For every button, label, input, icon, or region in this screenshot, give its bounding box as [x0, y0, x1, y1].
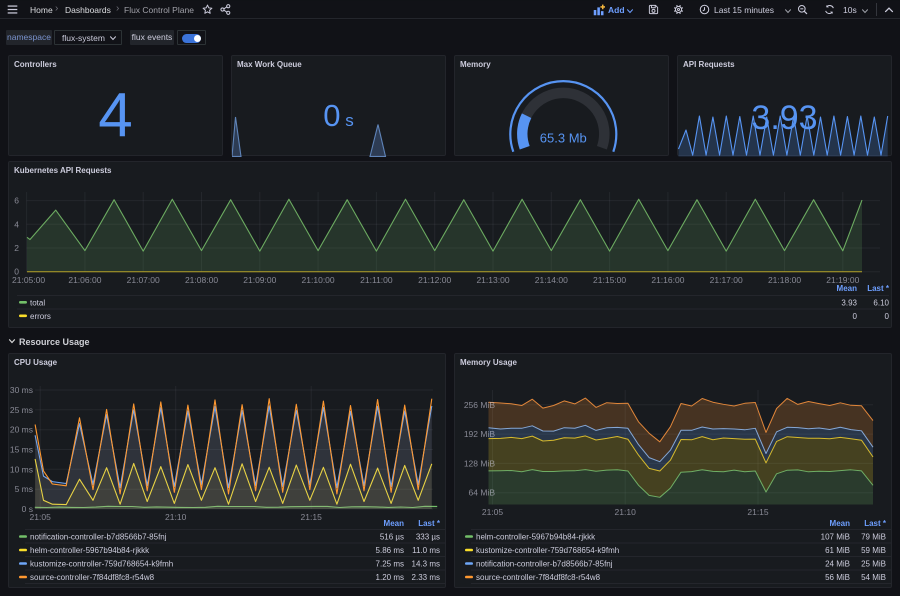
- svg-text:Last *: Last *: [418, 519, 441, 528]
- svg-text:0: 0: [853, 312, 858, 321]
- svg-text:21:15: 21:15: [747, 507, 769, 517]
- svg-text:21:10:00: 21:10:00: [302, 275, 335, 285]
- svg-text:21:06:00: 21:06:00: [68, 275, 101, 285]
- svg-text:56 MiB: 56 MiB: [825, 573, 850, 582]
- svg-text:21:15: 21:15: [301, 512, 323, 522]
- svg-text:59 MiB: 59 MiB: [861, 546, 886, 555]
- svg-text:2: 2: [14, 243, 19, 253]
- svg-text:21:07:00: 21:07:00: [127, 275, 160, 285]
- svg-text:21:05: 21:05: [482, 507, 504, 517]
- svg-text:3.93: 3.93: [841, 299, 857, 308]
- svg-text:Mean: Mean: [837, 284, 858, 293]
- svg-text:65.3 Mb: 65.3 Mb: [540, 131, 587, 146]
- svg-text:5 ms: 5 ms: [15, 484, 33, 494]
- svg-text:Mean: Mean: [830, 519, 851, 528]
- svg-text:Last *: Last *: [864, 519, 887, 528]
- svg-text:kustomize-controller-759d76865: kustomize-controller-759d768654-k9fmh: [476, 546, 619, 555]
- svg-text:21:19:00: 21:19:00: [826, 275, 859, 285]
- svg-text:61 MiB: 61 MiB: [825, 546, 850, 555]
- svg-text:25 MiB: 25 MiB: [861, 560, 886, 569]
- svg-text:11.0 ms: 11.0 ms: [412, 546, 440, 555]
- svg-text:total: total: [30, 299, 45, 308]
- svg-text:10 ms: 10 ms: [10, 464, 33, 474]
- svg-text:64 MiB: 64 MiB: [469, 488, 496, 498]
- svg-text:errors: errors: [30, 312, 51, 321]
- svg-text:notification-controller-b7d856: notification-controller-b7d8566b7-85fnj: [476, 560, 613, 569]
- svg-text:0 s: 0 s: [22, 504, 33, 514]
- svg-text:516 µs: 516 µs: [380, 533, 404, 542]
- svg-text:0: 0: [885, 312, 890, 321]
- svg-text:21:12:00: 21:12:00: [418, 275, 451, 285]
- svg-text:6.10: 6.10: [873, 299, 889, 308]
- svg-text:1.20 ms: 1.20 ms: [376, 573, 404, 582]
- svg-text:192 MiB: 192 MiB: [464, 429, 496, 439]
- svg-text:54 MiB: 54 MiB: [861, 573, 886, 582]
- svg-text:21:14:00: 21:14:00: [535, 275, 568, 285]
- svg-text:15 ms: 15 ms: [10, 445, 33, 455]
- svg-text:21:05:00: 21:05:00: [12, 275, 45, 285]
- svg-text:source-controller-7f84df8fc8-r: source-controller-7f84df8fc8-r54w8: [30, 573, 155, 582]
- svg-text:0: 0: [14, 267, 19, 277]
- svg-text:25 ms: 25 ms: [10, 405, 33, 415]
- svg-text:6: 6: [14, 196, 19, 206]
- svg-text:107 MiB: 107 MiB: [821, 533, 850, 542]
- svg-text:21:11:00: 21:11:00: [360, 275, 393, 285]
- svg-text:21:15:00: 21:15:00: [593, 275, 626, 285]
- svg-text:helm-controller-5967b94b84-rjk: helm-controller-5967b94b84-rjkkk: [30, 546, 150, 555]
- svg-text:21:09:00: 21:09:00: [243, 275, 276, 285]
- svg-text:21:10: 21:10: [165, 512, 187, 522]
- svg-text:kustomize-controller-759d76865: kustomize-controller-759d768654-k9fmh: [30, 560, 173, 569]
- svg-text:21:17:00: 21:17:00: [710, 275, 743, 285]
- svg-text:2.33 ms: 2.33 ms: [412, 573, 440, 582]
- svg-text:14.3 ms: 14.3 ms: [412, 560, 440, 569]
- svg-text:256 MiB: 256 MiB: [464, 400, 496, 410]
- svg-text:notification-controller-b7d856: notification-controller-b7d8566b7-85fnj: [30, 533, 167, 542]
- svg-text:20 ms: 20 ms: [10, 425, 33, 435]
- svg-text:helm-controller-5967b94b84-rjk: helm-controller-5967b94b84-rjkkk: [476, 533, 596, 542]
- svg-text:Mean: Mean: [384, 519, 405, 528]
- svg-text:5.86 ms: 5.86 ms: [376, 546, 404, 555]
- svg-text:333 µs: 333 µs: [416, 533, 440, 542]
- svg-text:21:08:00: 21:08:00: [185, 275, 218, 285]
- svg-text:source-controller-7f84df8fc8-r: source-controller-7f84df8fc8-r54w8: [476, 573, 601, 582]
- svg-text:7.25 ms: 7.25 ms: [376, 560, 404, 569]
- svg-text:128 MiB: 128 MiB: [464, 458, 496, 468]
- svg-text:24 MiB: 24 MiB: [825, 560, 850, 569]
- svg-text:30 ms: 30 ms: [10, 385, 33, 395]
- svg-text:4: 4: [14, 219, 19, 229]
- svg-text:21:05: 21:05: [30, 512, 52, 522]
- svg-text:21:18:00: 21:18:00: [768, 275, 801, 285]
- svg-text:79 MiB: 79 MiB: [861, 533, 886, 542]
- svg-text:21:10: 21:10: [615, 507, 637, 517]
- svg-text:21:16:00: 21:16:00: [651, 275, 684, 285]
- svg-text:21:13:00: 21:13:00: [476, 275, 509, 285]
- svg-text:Last *: Last *: [867, 284, 890, 293]
